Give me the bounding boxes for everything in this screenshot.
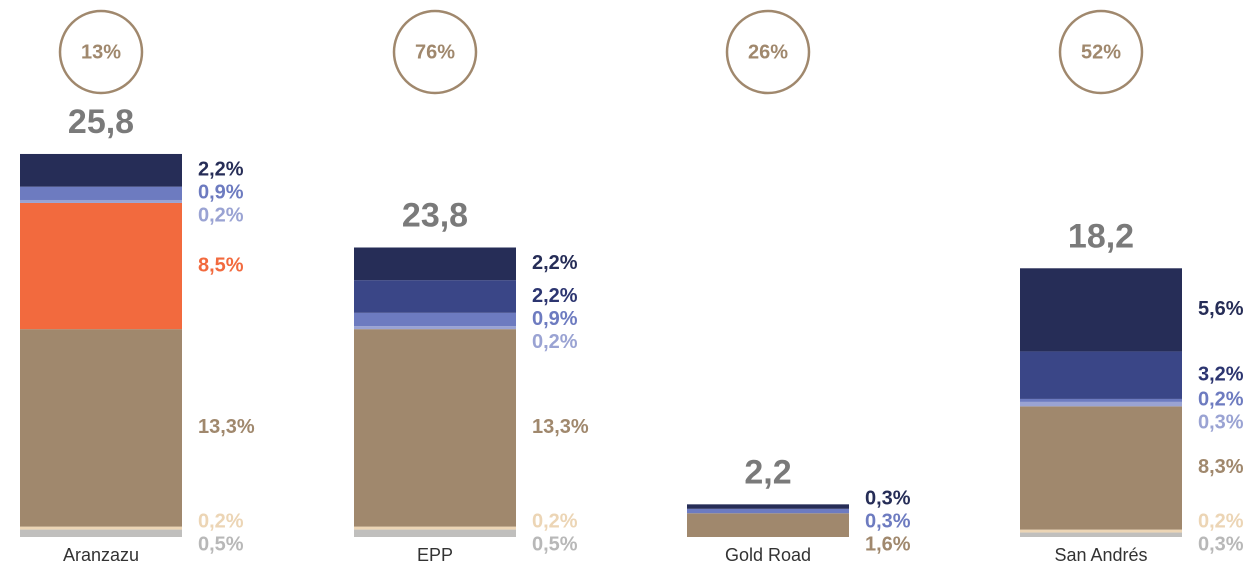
bar-segment — [354, 529, 516, 537]
category-label: EPP — [417, 545, 453, 565]
segment-label: 0,2% — [532, 510, 578, 532]
bar-segment — [1020, 268, 1182, 352]
bar-segment — [687, 513, 849, 537]
segment-label: 0,2% — [532, 331, 578, 353]
bar-segment — [1020, 532, 1182, 537]
segment-label: 3,2% — [1198, 363, 1244, 385]
percent-circle — [1058, 9, 1144, 95]
segment-label: 0,5% — [198, 533, 244, 555]
segment-label: 13,3% — [532, 416, 589, 438]
percent-label: 52% — [1081, 41, 1121, 63]
percent-circle — [725, 9, 811, 95]
bar-segment — [354, 329, 516, 527]
segment-label: 0,3% — [1198, 412, 1244, 434]
segment-label: 0,5% — [532, 533, 578, 555]
percent-circle — [58, 9, 144, 95]
percent-label: 13% — [81, 41, 121, 63]
segment-label: 0,2% — [1198, 510, 1244, 532]
total-label: 25,8 — [68, 103, 134, 141]
bar-segment — [687, 504, 849, 509]
percent-label: 26% — [748, 41, 788, 63]
bar-segment — [20, 153, 182, 187]
segment-label: 5,6% — [1198, 298, 1244, 320]
segment-label: 0,2% — [198, 510, 244, 532]
bar-segment — [20, 329, 182, 527]
bar-segment — [20, 529, 182, 537]
bar-segment — [20, 186, 182, 200]
bar-segment — [1020, 401, 1182, 407]
segment-label: 0,2% — [198, 205, 244, 227]
bar-segment — [354, 312, 516, 327]
percent-circle — [392, 9, 478, 95]
segment-label: 2,2% — [532, 252, 578, 274]
percent-label: 76% — [415, 41, 455, 63]
bar-segment — [354, 280, 516, 313]
bar-segment — [1020, 398, 1182, 402]
bar-segment — [1020, 406, 1182, 530]
segment-label: 0,3% — [865, 487, 911, 509]
bar-segment — [1020, 529, 1182, 533]
segment-label: 0,3% — [1198, 533, 1244, 555]
segment-label: 0,9% — [198, 182, 244, 204]
bar-segment — [354, 247, 516, 281]
category-label: Gold Road — [725, 545, 811, 565]
bar-segment — [20, 526, 182, 530]
segment-label: 1,6% — [865, 533, 911, 555]
bar-segment — [354, 526, 516, 530]
total-label: 23,8 — [402, 196, 468, 234]
segment-label: 8,5% — [198, 254, 244, 276]
category-label: Aranzazu — [63, 545, 139, 565]
segment-label: 8,3% — [1198, 456, 1244, 478]
bar-segment — [20, 202, 182, 330]
total-label: 18,2 — [1068, 217, 1134, 255]
segment-label: 13,3% — [198, 416, 255, 438]
bar-segment — [1020, 351, 1182, 399]
bar-segment — [20, 199, 182, 203]
segment-label: 0,2% — [1198, 389, 1244, 411]
segment-label: 2,2% — [532, 285, 578, 307]
total-label: 2,2 — [744, 453, 791, 491]
segment-label: 0,9% — [532, 308, 578, 330]
segment-label: 0,3% — [865, 510, 911, 532]
segment-label: 2,2% — [198, 159, 244, 181]
bar-segment — [354, 326, 516, 330]
bar-segment — [687, 508, 849, 514]
category-label: San Andrés — [1054, 545, 1147, 565]
